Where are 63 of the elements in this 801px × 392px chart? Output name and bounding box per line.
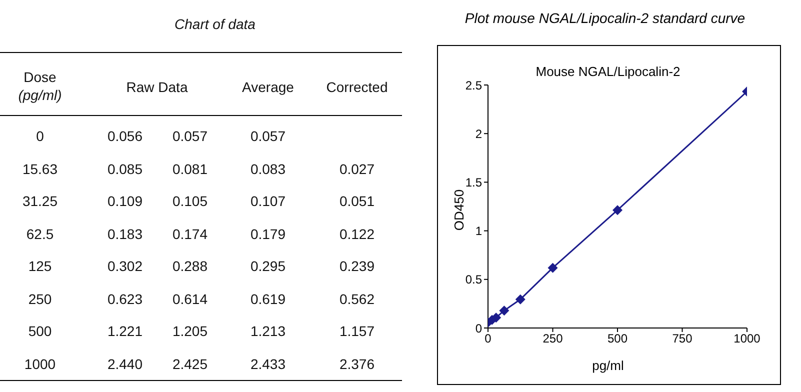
text: 0.174 [171, 226, 209, 242]
x-tick-label: 250 [542, 332, 564, 346]
text: 0.623 [106, 290, 144, 306]
category-label: Dose (pg/ml) [17, 68, 63, 104]
text: 2.376 [338, 356, 376, 372]
text: 0.109 [106, 193, 144, 209]
text: Chart of data [174, 16, 256, 32]
point [548, 262, 558, 273]
text: 15.63 [21, 160, 59, 176]
text: 125 [27, 258, 53, 274]
text: 1000 [23, 356, 57, 372]
text: 0.056 [106, 128, 144, 144]
text: 0.081 [171, 160, 209, 176]
y-tick-label: 1.5 [465, 175, 482, 190]
text: 0.562 [338, 290, 376, 306]
x-axis-title: pg/ml [591, 358, 625, 373]
y-tick-label: 1 [475, 224, 482, 238]
text: 0.122 [338, 226, 376, 242]
point [612, 205, 622, 216]
text: 250 [27, 290, 53, 306]
x-tick-label: 1000 [734, 332, 761, 346]
text: 0.295 [249, 258, 287, 274]
text: 31.25 [21, 193, 59, 209]
text: 62.5 [25, 226, 55, 242]
text: 0.619 [249, 290, 287, 306]
category-label: Corrected [325, 78, 389, 96]
text: 0.179 [249, 226, 287, 242]
text: 0.107 [249, 193, 287, 209]
point [499, 306, 510, 316]
x-tick-label: 500 [607, 332, 628, 346]
point [491, 312, 502, 323]
text: 0.105 [171, 193, 209, 209]
text: 0.302 [106, 258, 144, 274]
category-label: Raw Data [125, 78, 189, 96]
text: 2.440 [106, 356, 144, 372]
x-tick-label: 750 [672, 332, 693, 346]
text: 0.027 [338, 160, 376, 176]
text: 0.057 [171, 128, 209, 144]
text: 1.221 [106, 323, 144, 339]
x-tick-label: 0 [484, 332, 492, 346]
text: 1.205 [171, 323, 209, 339]
y-tick-label: 0.5 [465, 272, 482, 287]
text: 0.288 [171, 258, 209, 274]
text: 0.085 [106, 160, 144, 176]
text: 0.057 [249, 128, 287, 144]
text: 2.425 [171, 356, 209, 372]
text: 0.183 [106, 226, 144, 242]
text: 0 [35, 128, 45, 144]
category-label: Average [241, 78, 295, 96]
text: 0.083 [249, 160, 287, 176]
y-tick-label: 2 [475, 126, 482, 141]
text: 1.157 [338, 323, 376, 339]
y-tick-label: 0 [475, 321, 482, 336]
text: 0.239 [338, 258, 376, 274]
text: 0.614 [171, 290, 209, 306]
y-tick-label: 2.5 [465, 78, 482, 92]
text: 0.051 [338, 193, 376, 209]
point [515, 294, 526, 304]
text: 1.213 [249, 323, 287, 339]
text: 2.433 [249, 356, 287, 372]
chart-title: Plot mouse NGAL/Lipocalin-2 standard curve [464, 10, 746, 26]
chart-subtitle: Mouse NGAL/Lipocalin-2 [534, 64, 682, 79]
y-axis-title: OD450 [452, 188, 466, 233]
